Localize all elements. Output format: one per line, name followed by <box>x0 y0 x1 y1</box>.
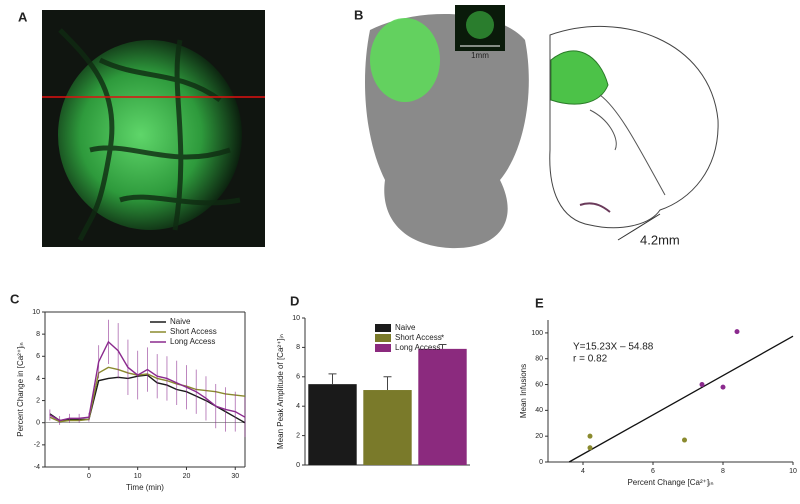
x-tick-label: 30 <box>231 473 239 480</box>
panel-label: E <box>535 295 544 310</box>
point <box>720 384 726 390</box>
legend-label: Short Access <box>170 327 217 336</box>
legend-label: Naive <box>395 323 416 332</box>
y-tick-label: 10 <box>32 309 40 316</box>
y-tick-label: 20 <box>535 433 543 440</box>
bar <box>308 384 357 465</box>
x-tick-label: 0 <box>87 473 91 480</box>
y-tick-label: -2 <box>34 442 40 449</box>
panel-a-image <box>42 10 265 247</box>
panel-label: B <box>354 7 363 22</box>
panel-label: C <box>10 291 20 306</box>
y-tick-label: 8 <box>36 331 40 338</box>
y-tick-label: 6 <box>296 374 300 381</box>
x-tick-label: 10 <box>789 468 797 475</box>
y-axis-label: Percent Change in [Ca²⁺]ᵢₙ <box>16 342 25 437</box>
y-tick-label: 0 <box>36 420 40 427</box>
point <box>587 433 593 439</box>
panel-label: A <box>18 9 28 24</box>
x-tick-label: 8 <box>721 468 725 475</box>
point <box>682 437 687 443</box>
y-tick-label: 0 <box>539 459 543 466</box>
series-line <box>49 340 246 422</box>
panel-label: D <box>290 293 299 308</box>
y-tick-label: 10 <box>292 315 300 322</box>
y-tick-label: 100 <box>531 330 543 337</box>
legend-swatch <box>375 344 391 352</box>
bar <box>418 348 467 465</box>
y-tick-label: 40 <box>535 407 543 414</box>
y-tick-label: 4 <box>36 375 40 382</box>
legend-swatch <box>375 334 391 342</box>
x-tick-label: 20 <box>183 473 191 480</box>
x-tick-label: 10 <box>134 473 142 480</box>
point <box>587 445 593 451</box>
legend-label: Long Access <box>395 343 440 352</box>
legend-label: Short Access <box>395 333 442 342</box>
error-bar <box>383 376 392 391</box>
depth-label: 4.2mm <box>640 232 680 247</box>
y-tick-label: 6 <box>36 353 40 360</box>
x-tick-label: 6 <box>651 468 655 475</box>
bar <box>363 390 412 465</box>
annotation: r = 0.82 <box>573 354 608 365</box>
y-tick-label: -4 <box>34 464 40 471</box>
annotation: Y=15.23X – 54.88 <box>573 342 654 353</box>
x-tick-label: 4 <box>581 468 585 475</box>
legend-label: Naive <box>170 317 191 326</box>
y-tick-label: 80 <box>535 356 543 363</box>
y-axis-label: Mean Infusions <box>519 364 528 418</box>
y-tick-label: 4 <box>296 403 300 410</box>
x-axis-label: Percent Change [Ca²⁺]ᵢₙ <box>627 478 713 487</box>
fit-line <box>568 335 794 463</box>
y-axis-label: Mean Peak Amplitude of [Ca²⁺]ᵢₙ <box>276 334 285 449</box>
panel-b-image: 1mm 4.2mm <box>365 5 719 249</box>
error-bar <box>438 343 447 349</box>
y-tick-label: 0 <box>296 462 300 469</box>
annotation: * <box>441 334 444 343</box>
y-tick-label: 2 <box>36 397 40 404</box>
y-tick-label: 8 <box>296 344 300 351</box>
y-tick-label: 2 <box>296 432 300 439</box>
y-tick-label: 60 <box>535 381 543 388</box>
point <box>734 329 740 335</box>
point <box>699 382 705 388</box>
legend-label: Long Access <box>170 337 215 346</box>
x-axis-label: Time (min) <box>126 483 164 492</box>
legend-swatch <box>375 324 391 332</box>
error-bar <box>328 373 337 385</box>
scale-bar-label: 1mm <box>471 51 489 60</box>
